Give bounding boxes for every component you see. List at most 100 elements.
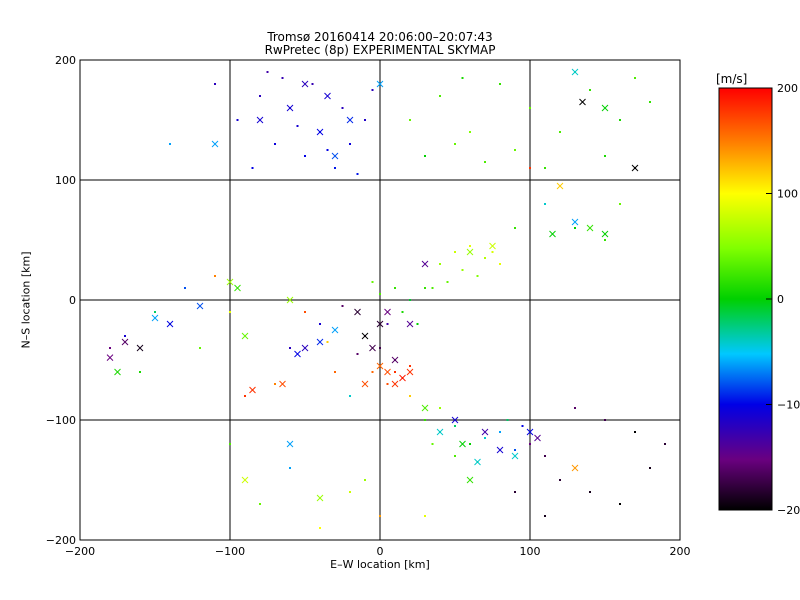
- point-x-marker: [114, 368, 121, 376]
- point-x-marker: [331, 152, 339, 160]
- point-dot: [454, 251, 456, 253]
- point-dot: [274, 143, 276, 145]
- point-dot: [214, 275, 216, 277]
- point-x-marker: [534, 434, 541, 442]
- grid-lines: [80, 60, 680, 540]
- point-x-marker: [316, 338, 324, 346]
- point-x-stroke: [151, 314, 159, 322]
- point-dot: [514, 227, 516, 229]
- point-dot: [484, 437, 486, 439]
- colorbar: [718, 87, 773, 511]
- y-tick-label: −100: [46, 414, 76, 427]
- point-dot: [506, 419, 509, 421]
- point-dot: [184, 287, 186, 289]
- point-dot: [604, 239, 606, 241]
- point-x-marker: [166, 320, 174, 328]
- point-x-stroke: [384, 308, 391, 316]
- point-x-marker: [369, 344, 376, 352]
- point-x-marker: [226, 278, 234, 286]
- point-dot: [274, 383, 276, 385]
- point-x-stroke: [601, 230, 609, 238]
- point-dot: [326, 341, 329, 343]
- point-x-stroke: [324, 92, 331, 100]
- point-x-stroke: [241, 476, 249, 484]
- point-dot: [326, 149, 329, 151]
- point-x-marker: [474, 458, 481, 466]
- point-dot: [154, 311, 156, 313]
- point-x-stroke: [601, 104, 609, 112]
- point-dot: [379, 515, 381, 517]
- point-x-stroke: [241, 332, 249, 340]
- point-dot: [341, 305, 344, 307]
- y-tick-label: −200: [46, 534, 76, 547]
- point-dot: [214, 83, 216, 85]
- point-x-stroke: [376, 320, 384, 328]
- point-x-stroke: [489, 242, 496, 250]
- point-dot: [386, 383, 389, 385]
- colorbar-ticks: 200 100 0 −100 −200: [766, 82, 800, 517]
- point-x-stroke: [586, 224, 594, 232]
- point-dot: [296, 125, 299, 127]
- point-dot: [484, 161, 486, 163]
- point-dot: [514, 449, 516, 451]
- point-dot: [364, 479, 366, 481]
- colorbar-tick-label: −200: [777, 504, 800, 517]
- point-x-stroke: [571, 218, 579, 226]
- point-x-marker: [489, 242, 496, 250]
- point-dot: [364, 119, 366, 121]
- x-tick-label: 200: [670, 545, 691, 558]
- point-x-stroke: [316, 338, 324, 346]
- point-x-marker: [361, 380, 369, 388]
- point-dot: [604, 419, 606, 421]
- point-dot: [266, 71, 269, 73]
- point-dot: [604, 155, 606, 157]
- point-dot: [544, 515, 546, 517]
- point-x-stroke: [286, 296, 294, 304]
- point-dot: [589, 89, 591, 91]
- point-dot: [259, 95, 261, 97]
- point-x-stroke: [556, 182, 564, 190]
- point-dot: [499, 83, 501, 85]
- point-dot: [454, 425, 456, 427]
- point-x-stroke: [286, 440, 294, 448]
- point-dot: [349, 395, 351, 397]
- point-dot: [416, 323, 419, 325]
- point-dot: [439, 407, 441, 409]
- point-x-stroke: [106, 354, 114, 361]
- point-dot: [431, 287, 434, 289]
- point-x-marker: [151, 314, 159, 322]
- point-dot: [424, 155, 426, 157]
- point-dot: [491, 251, 494, 253]
- point-x-marker: [324, 92, 331, 100]
- y-tick-label: 100: [55, 174, 76, 187]
- point-x-stroke: [466, 476, 474, 484]
- point-x-marker: [196, 302, 204, 310]
- point-dot: [589, 491, 591, 493]
- point-x-stroke: [474, 458, 481, 466]
- colorbar-unit-label: [m/s]: [716, 72, 748, 86]
- point-x-stroke: [466, 248, 474, 256]
- point-x-marker: [399, 374, 406, 382]
- point-x-marker: [526, 428, 534, 436]
- chart-title: Tromsø 20160414 20:06:00–20:07:43: [267, 30, 493, 44]
- axis-ticks: −200 −100 0 100 200 −200 −100 0 100 200: [46, 54, 691, 558]
- point-dot: [499, 431, 501, 433]
- point-dot: [469, 245, 471, 247]
- point-x-marker: [241, 332, 249, 340]
- point-x-marker: [579, 98, 586, 106]
- point-dot: [289, 467, 291, 469]
- point-x-stroke: [549, 230, 556, 238]
- x-tick-label: −200: [65, 545, 95, 558]
- point-x-marker: [346, 116, 354, 124]
- point-dot: [319, 323, 321, 325]
- point-dot: [559, 131, 561, 133]
- colorbar-tick-label: 100: [777, 188, 798, 201]
- point-x-marker: [376, 362, 384, 370]
- point-x-stroke: [391, 380, 399, 388]
- x-axis-label: E–W location [km]: [330, 558, 430, 571]
- point-x-marker: [354, 308, 361, 316]
- point-dot: [289, 347, 291, 349]
- point-dot: [409, 395, 411, 397]
- point-dot: [311, 83, 314, 85]
